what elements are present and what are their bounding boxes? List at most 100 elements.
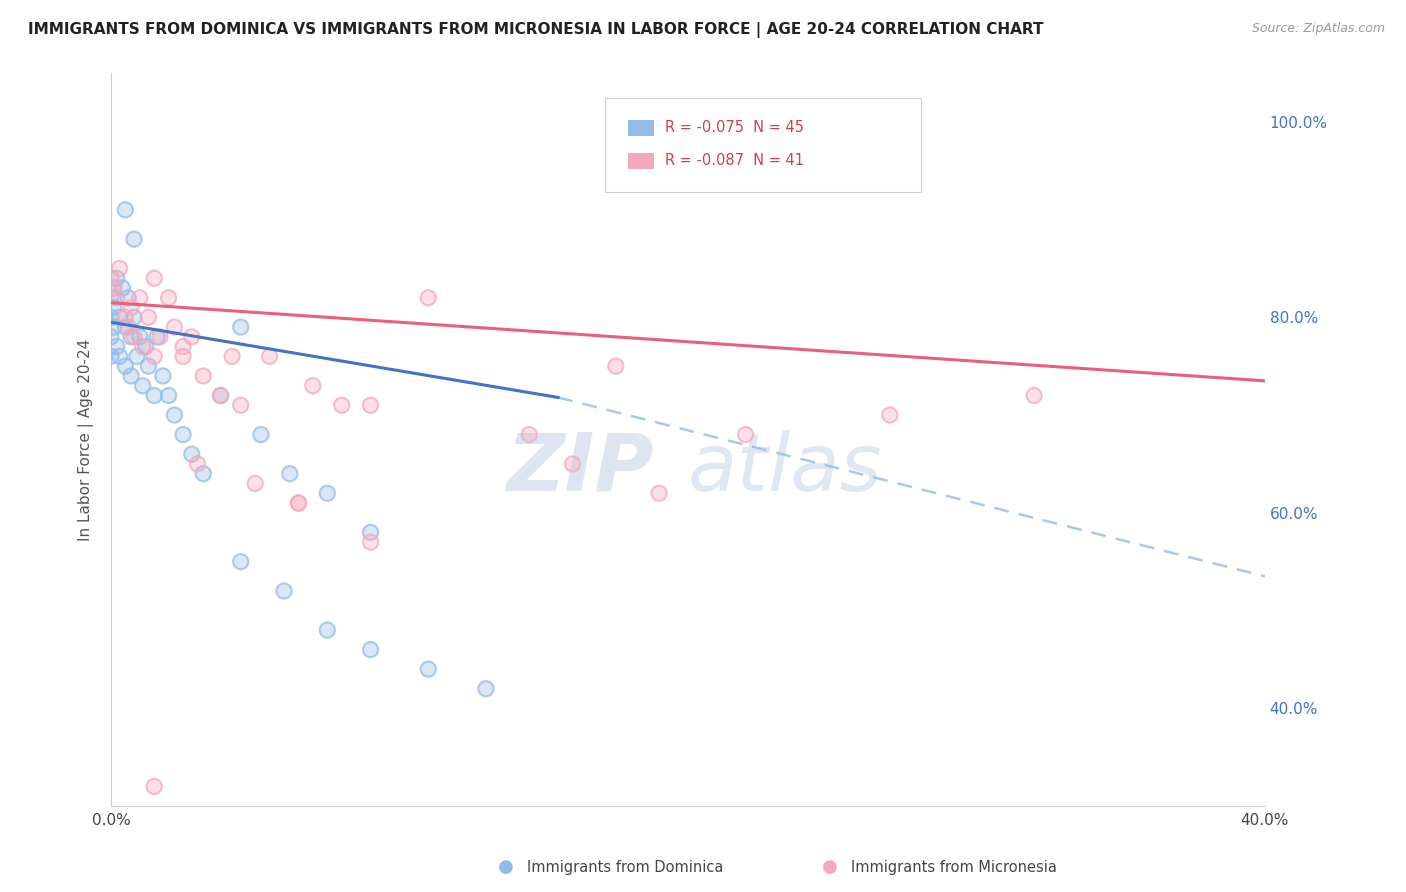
Text: Immigrants from Micronesia: Immigrants from Micronesia (851, 860, 1056, 874)
Point (360, 535, 382, 549)
Point (330, 398, 353, 412)
Point (172, 340, 194, 354)
Point (287, 496, 309, 510)
Point (221, 350, 243, 364)
Point (278, 467, 301, 481)
Point (605, 359, 627, 374)
Point (114, 320, 136, 334)
Point (172, 350, 194, 364)
Point (138, 310, 160, 325)
Point (163, 408, 186, 422)
Point (108, 261, 131, 276)
Text: ●: ● (821, 858, 838, 876)
Point (120, 330, 142, 344)
Point (103, 281, 125, 295)
Point (122, 330, 145, 344)
Point (287, 496, 309, 510)
Point (131, 340, 153, 354)
Point (105, 271, 128, 285)
Point (100, 291, 122, 305)
Point (180, 447, 202, 461)
Point (475, 681, 498, 696)
Point (105, 271, 128, 285)
Point (117, 320, 139, 334)
Point (243, 476, 266, 491)
Point (879, 408, 901, 422)
Point (100, 271, 122, 285)
Point (418, 662, 440, 676)
Point (229, 398, 252, 412)
Point (287, 496, 309, 510)
Point (561, 457, 583, 471)
Point (316, 623, 339, 637)
Point (360, 535, 382, 549)
Point (103, 281, 125, 295)
Point (138, 359, 160, 374)
Point (879, 408, 901, 422)
Y-axis label: In Labor Force | Age 20-24: In Labor Force | Age 20-24 (79, 338, 94, 541)
Point (131, 378, 153, 392)
Point (157, 291, 180, 305)
Point (229, 555, 252, 569)
Point (143, 350, 166, 364)
Point (135, 340, 157, 354)
Point (517, 427, 540, 442)
Point (100, 310, 122, 325)
Point (418, 662, 440, 676)
Point (360, 525, 382, 540)
Point (193, 368, 215, 383)
Point (1022, 388, 1045, 402)
Point (100, 330, 122, 344)
Point (108, 261, 131, 276)
Point (221, 350, 243, 364)
Point (648, 486, 671, 500)
Point (517, 427, 540, 442)
Point (105, 340, 128, 354)
Point (122, 330, 145, 344)
Point (114, 202, 136, 217)
Point (143, 271, 166, 285)
Point (108, 350, 131, 364)
Point (128, 330, 150, 344)
Point (360, 398, 382, 412)
Point (157, 291, 180, 305)
Point (330, 398, 353, 412)
Text: ZIP: ZIP (506, 430, 654, 508)
Point (229, 555, 252, 569)
Point (209, 388, 232, 402)
Point (316, 623, 339, 637)
Point (108, 310, 131, 325)
Point (143, 780, 166, 794)
Point (128, 291, 150, 305)
Point (186, 457, 208, 471)
Point (122, 310, 145, 325)
Point (131, 378, 153, 392)
Point (143, 388, 166, 402)
Point (418, 291, 440, 305)
Point (360, 525, 382, 540)
Point (135, 340, 157, 354)
Point (105, 291, 128, 305)
Point (250, 427, 273, 442)
Point (122, 232, 145, 246)
Point (100, 330, 122, 344)
Point (172, 340, 194, 354)
Point (250, 427, 273, 442)
Text: R = -0.087  N = 41: R = -0.087 N = 41 (665, 153, 804, 168)
Point (103, 301, 125, 315)
Point (117, 291, 139, 305)
Point (114, 359, 136, 374)
Point (125, 350, 148, 364)
Point (114, 202, 136, 217)
Point (193, 467, 215, 481)
Point (734, 427, 756, 442)
Point (120, 368, 142, 383)
Point (172, 350, 194, 364)
Point (193, 368, 215, 383)
Point (100, 350, 122, 364)
Point (163, 320, 186, 334)
Point (128, 330, 150, 344)
Point (117, 320, 139, 334)
Point (152, 368, 174, 383)
Point (105, 340, 128, 354)
